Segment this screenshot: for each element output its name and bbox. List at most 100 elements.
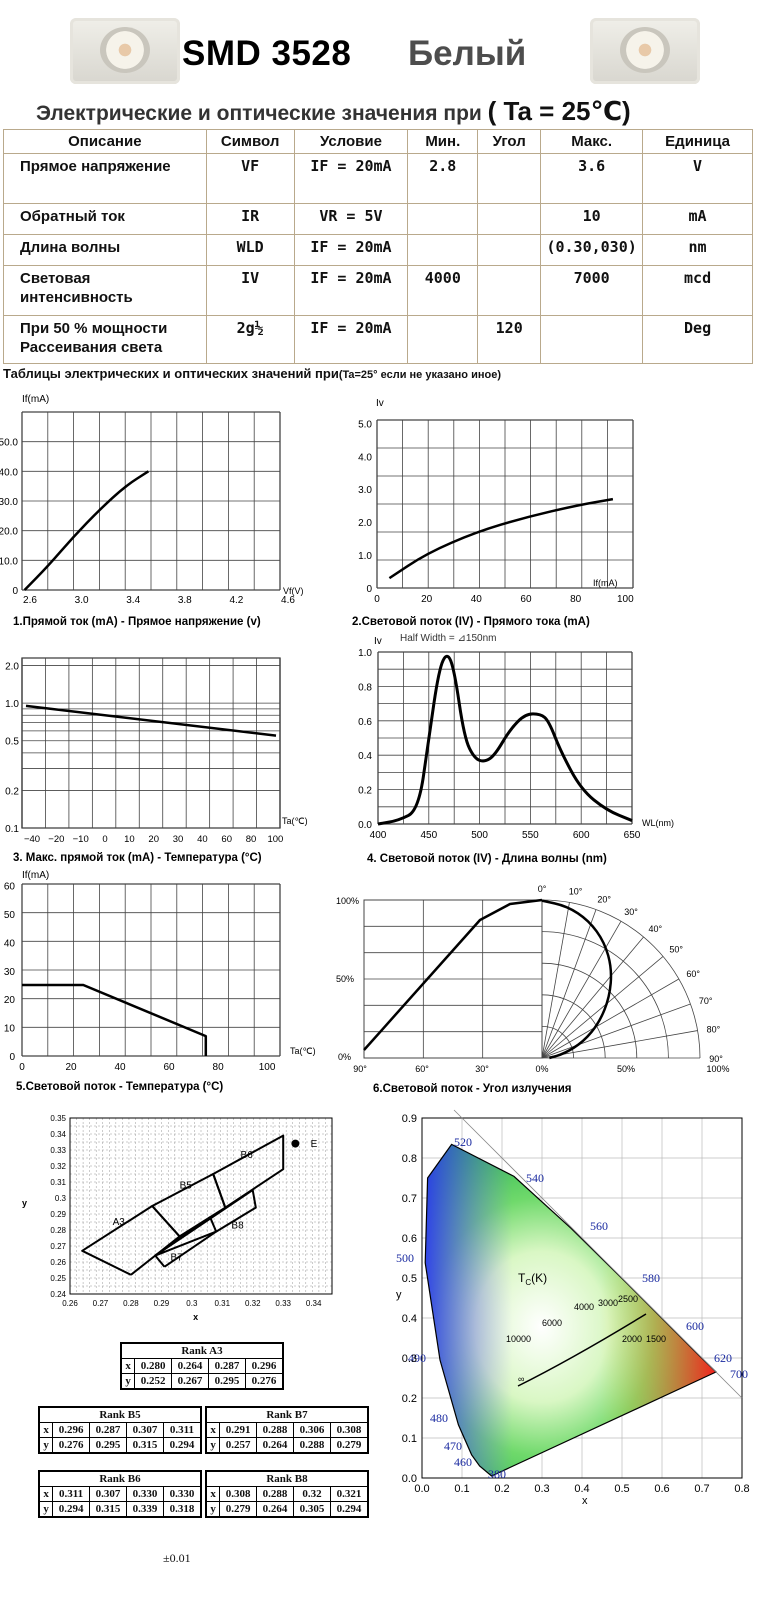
led-image-right	[590, 18, 700, 84]
spec-cell: IF = 20mA	[293, 315, 409, 364]
x-tick-label: 0.27	[93, 1299, 109, 1308]
y-tick-label: 0.2	[5, 786, 19, 797]
x-tick-label: 0.33	[275, 1299, 291, 1308]
x-tick-label: 0.5	[614, 1483, 629, 1495]
y-tick-label: 0	[366, 584, 372, 595]
y-axis-label: If(mA)	[22, 394, 49, 405]
y-tick-label: 0.4	[358, 751, 372, 762]
wavelength-label: 470	[444, 1439, 462, 1453]
bin-B6	[212, 1134, 285, 1209]
y-tick-label: 1.0	[5, 699, 19, 710]
spec-cell: V	[642, 153, 753, 204]
subtitle: Электрические и оптические значения при …	[36, 96, 631, 126]
x-tick-label: 0	[19, 1062, 25, 1073]
chart-caption: 1.Прямой ток (mA) - Прямое напряжение (v…	[13, 616, 261, 628]
bin-label: B5	[180, 1180, 193, 1191]
rank-axis: y	[38, 1437, 54, 1454]
chart-spectrum: Iv Half Width = ⊿150nm 0.0 0.2 0.4 0.6 0.8 1.0 4…	[358, 633, 674, 865]
x-tick-label: 4.2	[229, 595, 243, 606]
cct-label: ∞	[518, 1374, 524, 1384]
bin-label: E	[311, 1139, 318, 1150]
y-tick-label: 2.0	[5, 662, 19, 673]
series-line	[377, 654, 633, 826]
angle-label: 40°	[648, 924, 662, 934]
rank-table: Rank B8 x 0.308 0.288 0.32 0.321 y 0.279 0.264 0.…	[205, 1470, 369, 1518]
spec-header-2: Условие	[293, 129, 409, 154]
x-tick-label: 3.0	[75, 595, 89, 606]
rank-value: 0.307	[89, 1486, 127, 1502]
x-tick-label: 30°	[475, 1064, 489, 1074]
spec-cell: nm	[642, 234, 753, 266]
wavelength-label: 560	[590, 1219, 608, 1233]
spec-cell: IF = 20mA	[293, 153, 409, 204]
x-tick-label: 100	[617, 594, 634, 605]
spec-cell: mA	[642, 203, 753, 235]
rank-value: 0.287	[89, 1422, 127, 1438]
series-line-right	[541, 899, 613, 1060]
chart-max-current-temp: 2.0 1.0 0.5 0.2 0.1 −40 −20 −10 0 10 20 30 40 60 80 100…	[5, 657, 308, 864]
rank-value: 0.330	[162, 1486, 202, 1502]
y-tick-label: 0.33	[50, 1146, 66, 1155]
y-tick-label: 0.8	[358, 682, 372, 693]
cct-label: 10000	[506, 1334, 531, 1344]
rank-value: 0.307	[125, 1422, 164, 1438]
spec-cell: 2.8	[407, 153, 479, 204]
cct-label: 6000	[542, 1318, 562, 1328]
y-tick-label: 0.34	[50, 1130, 66, 1139]
spec-header-1: Символ	[205, 129, 295, 154]
wavelength-label: 620	[714, 1351, 732, 1365]
x-tick-label: 100	[259, 1062, 276, 1073]
x-tick-label: 60	[520, 594, 532, 605]
x-tick-label: 0.6	[654, 1483, 669, 1495]
chart-cie-diagram: 380 460 470 480 490 500 520 540 560 580 600 620 700 1…	[396, 1109, 750, 1507]
wavelength-label: 700	[730, 1367, 748, 1381]
rank-value: 0.321	[329, 1486, 369, 1502]
wavelength-label: 520	[454, 1135, 472, 1149]
x-axis-label: WL(nm)	[642, 818, 674, 828]
rank-value: 0.294	[162, 1437, 202, 1454]
rank-table: Rank B5 x 0.296 0.287 0.307 0.311 y 0.276 0.295 0…	[38, 1406, 202, 1454]
rank-table: Rank B7 x 0.291 0.288 0.306 0.308 y 0.257 0.264 0…	[205, 1406, 369, 1454]
rank-value: 0.308	[219, 1486, 258, 1502]
x-tick-label: 0.28	[123, 1299, 139, 1308]
spec-cell: 10	[540, 203, 644, 235]
spec-cell: mcd	[642, 265, 753, 316]
y-tick-label: 0.2	[358, 786, 372, 797]
series-line-left	[363, 898, 543, 1051]
x-tick-label: 40	[471, 594, 483, 605]
spec-cell: (0.30,030)	[540, 234, 644, 266]
spec-cell: 3.6	[540, 153, 644, 204]
y-tick-label: 0.25	[50, 1274, 66, 1283]
rank-value: 0.287	[207, 1358, 246, 1374]
x-axis-label: If(mA)	[593, 578, 618, 588]
y-tick-label: 40	[4, 938, 16, 949]
wavelength-label: 500	[396, 1251, 414, 1265]
y-tick-label: 0%	[338, 1052, 351, 1062]
rank-value: 0.276	[52, 1437, 91, 1454]
rank-table: Rank A3 x 0.280 0.264 0.287 0.296 y 0.252 0.267 0…	[120, 1342, 284, 1390]
x-tick-label: 60	[163, 1062, 175, 1073]
spec-header-6: Единица	[642, 129, 753, 154]
x-tick-label: 0%	[535, 1064, 548, 1074]
y-tick-label: 0.31	[50, 1178, 66, 1187]
chart-caption: 6.Световой поток - Угол излучения	[373, 1083, 572, 1095]
rank-title: Rank B8	[205, 1470, 369, 1487]
spec-cell	[540, 315, 644, 364]
x-tick-label: 80	[570, 594, 582, 605]
spec-header-0: Описание	[3, 129, 207, 154]
spec-cell: Обратный ток	[3, 203, 207, 235]
rank-value: 0.288	[256, 1422, 294, 1438]
y-tick-label: 0.35	[50, 1114, 66, 1123]
spec-cell: Прямое напряжение	[3, 153, 207, 204]
y-axis-label: y	[396, 1289, 402, 1301]
x-axis-label: x	[193, 1312, 198, 1322]
y-tick-label: 0.28	[50, 1226, 66, 1235]
rank-axis: y	[120, 1373, 136, 1390]
x-tick-label: 4.6	[281, 595, 295, 606]
rank-value: 0.315	[89, 1501, 127, 1518]
rank-value: 0.306	[292, 1422, 331, 1438]
spec-cell	[407, 315, 479, 364]
rank-axis: y	[38, 1501, 54, 1518]
y-tick-label: 30	[4, 967, 16, 978]
title-model: SMD 3528	[182, 34, 352, 73]
